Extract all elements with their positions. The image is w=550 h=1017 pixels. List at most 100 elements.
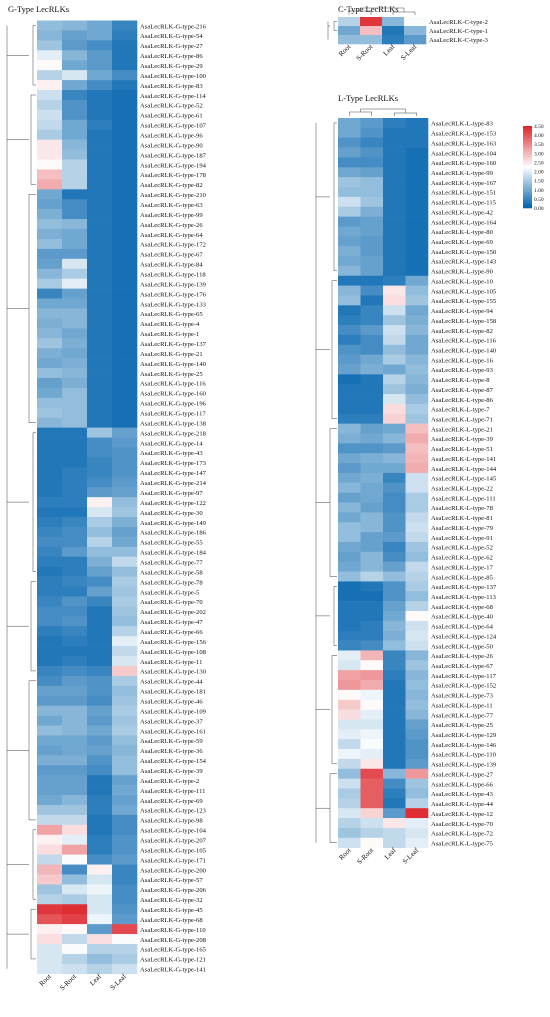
l-type-cell [383,384,406,395]
g-type-cell [87,934,113,945]
g-type-cell [62,795,88,806]
l-type-cell [383,187,406,198]
l-type-row-label: AsaLecRLK-L-type-82 [431,328,493,335]
g-type-dendrogram-branch [32,25,36,86]
legend-tick-label: 3.50 [534,142,544,148]
g-type-cell [37,775,63,786]
g-type-cell [87,735,113,746]
g-type-cell [112,288,138,299]
g-type-cell [62,308,88,319]
g-type-cell [62,874,88,885]
g-type-title: G-Type LecRLKs [8,4,69,14]
l-type-cell [383,739,406,750]
l-type-row-label: AsaLecRLK-L-type-150 [431,249,497,256]
l-type-cell [383,413,406,424]
g-type-cell [62,566,88,577]
g-type-row-label: AsaLecRLK-G-type-181 [140,689,206,696]
g-type-cell [87,229,113,240]
l-type-cell [405,561,429,572]
g-type-row-label: AsaLecRLK-G-type-196 [140,401,207,408]
l-type-row-label: AsaLecRLK-L-type-140 [431,347,497,354]
g-type-row-label: AsaLecRLK-G-type-147 [140,470,207,477]
legend-gradient-step [523,191,532,194]
g-type-cell [112,70,138,81]
l-type-cell [360,127,384,139]
g-type-cell [87,199,113,210]
l-type-dendrogram-branch [333,586,337,646]
g-type-row-label: AsaLecRLK-G-type-104 [140,828,207,835]
g-type-cell [87,963,113,975]
g-type-cell [37,626,63,637]
l-type-cell [405,256,429,267]
l-type-cell [360,463,384,474]
g-type-row-label: AsaLecRLK-G-type-118 [140,272,206,279]
g-type-cell [62,665,88,677]
g-type-cell [37,159,63,170]
g-type-cell [62,219,88,230]
l-type-cell [338,551,361,562]
l-type-row-label: AsaLecRLK-L-type-111 [431,495,496,502]
g-type-cell [37,338,63,349]
c-type-column-label-root: Root [337,43,352,58]
g-type-cell [37,695,63,706]
g-type-cell [37,814,63,826]
l-type-cell [405,472,429,484]
l-type-cell [405,650,429,661]
l-type-cell [338,749,361,760]
l-type-row-label: AsaLecRLK-L-type-90 [431,269,494,276]
g-type-row-label: AsaLecRLK-G-type-78 [140,579,203,586]
l-type-cell [383,699,406,710]
g-type-cell [62,258,88,270]
l-type-cell [405,788,429,799]
g-type-cell [87,99,113,111]
g-type-row-label: AsaLecRLK-G-type-178 [140,172,207,179]
g-type-cell [87,785,113,796]
g-type-dendrogram-branch [32,432,36,572]
g-type-cell [87,278,113,289]
g-type-cell [112,199,138,210]
g-type-row-label: AsaLecRLK-G-type-44 [140,679,203,686]
l-type-row-label: AsaLecRLK-L-type-70 [431,821,494,828]
l-type-cell [360,315,384,326]
g-type-cell [112,953,138,965]
l-type-cell [360,364,384,375]
g-type-cell [112,427,138,438]
g-type-row-label: AsaLecRLK-G-type-123 [140,808,207,815]
legend-gradient-step [523,181,532,184]
g-type-cell [37,109,63,121]
l-type-cell [405,147,429,158]
g-type-cell [62,278,88,289]
l-type-cell [383,482,406,493]
l-type-cell [405,413,429,424]
l-type-cell [405,305,429,316]
g-type-cell [62,368,88,379]
l-type-cell [338,206,361,217]
g-type-cell [62,646,88,657]
l-type-cell [383,147,406,158]
l-type-cell [360,384,384,395]
g-type-cell [62,745,88,756]
l-type-row-label: AsaLecRLK-L-type-164 [431,219,497,226]
c-type-column-label-s-leaf: S-Leaf [399,42,419,62]
g-type-cell [37,834,63,845]
c-type-cell [338,35,361,45]
legend-gradient-step [523,195,532,199]
l-type-cell [360,157,384,168]
g-type-cell [112,656,138,667]
l-type-cell [338,147,361,158]
l-type-row-label: AsaLecRLK-L-type-27 [431,771,494,778]
l-type-row-label: AsaLecRLK-L-type-71 [431,416,493,423]
g-type-cell [62,189,88,200]
g-type-cell [112,129,138,140]
l-type-cell [405,827,429,839]
g-type-cell [62,298,88,309]
l-type-cell [360,788,384,799]
l-type-row-label: AsaLecRLK-L-type-80 [431,229,494,236]
g-type-cell [62,40,88,51]
legend-gradient-step [523,193,532,196]
g-type-cell [87,238,113,250]
g-type-row-label: AsaLecRLK-G-type-140 [140,361,207,368]
g-type-cell [112,884,138,895]
g-type-cell [37,715,63,726]
g-type-cell [87,258,113,270]
